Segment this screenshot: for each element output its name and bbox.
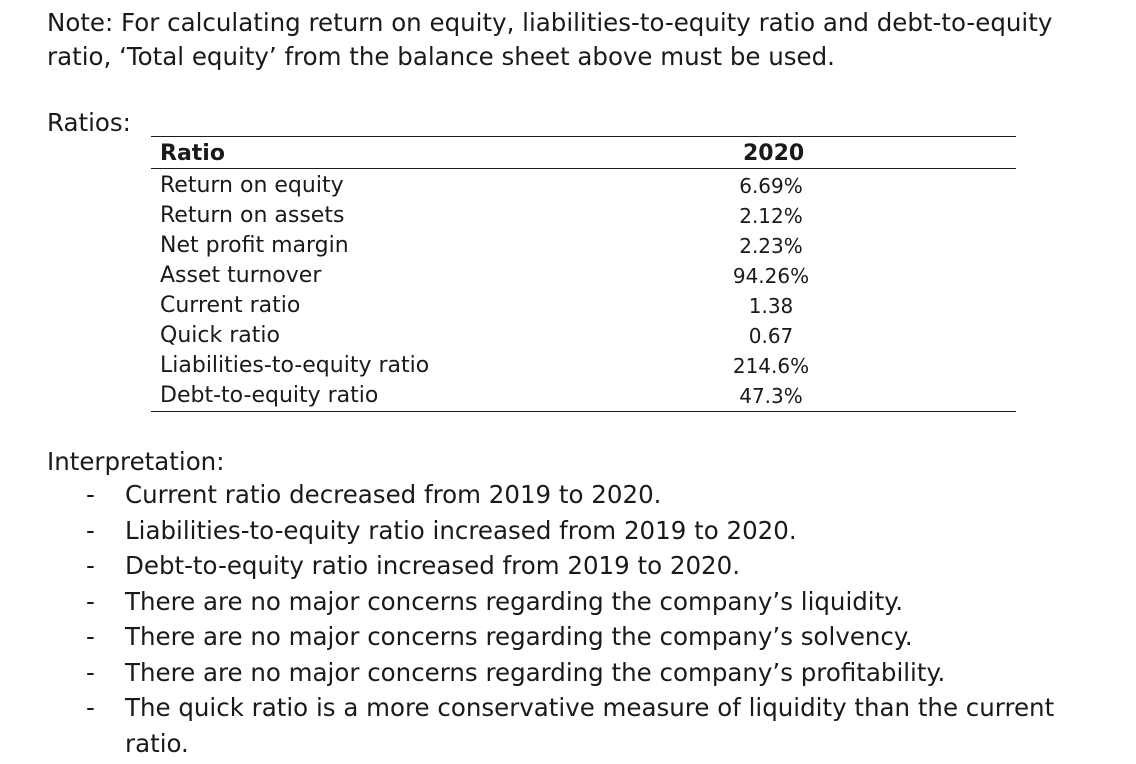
row-name: Return on assets bbox=[160, 203, 345, 228]
list-item-text: Current ratio decreased from 2019 to 202… bbox=[125, 480, 662, 509]
dash-bullet: - bbox=[86, 480, 95, 509]
interpretation-heading: Interpretation: bbox=[47, 447, 225, 476]
row-value: 1.38 bbox=[748, 294, 794, 318]
row-value: 2.23% bbox=[739, 234, 803, 258]
list-item: - Liabilities-to-equity ratio increased … bbox=[0, 513, 1136, 549]
row-name: Return on equity bbox=[160, 173, 344, 198]
header-year: 2020 bbox=[743, 141, 805, 166]
row-value: 214.6% bbox=[732, 354, 810, 378]
list-item-text: There are no major concerns regarding th… bbox=[125, 657, 946, 687]
dash-bullet: - bbox=[86, 515, 95, 545]
list-item-text: Debt-to-equity ratio increased from 2019… bbox=[125, 551, 741, 580]
table-row: Current ratio 1.38 bbox=[151, 291, 1016, 321]
row-name: Current ratio bbox=[160, 293, 301, 318]
note-paragraph: Note: For calculating return on equity, … bbox=[47, 8, 1053, 71]
dash-bullet: - bbox=[86, 693, 95, 722]
list-item: - Current ratio decreased from 2019 to 2… bbox=[0, 477, 1136, 513]
list-item: - Debt-to-equity ratio increased from 20… bbox=[0, 548, 1136, 584]
table-row: Return on assets 2.12% bbox=[151, 201, 1016, 231]
row-value: 6.69% bbox=[739, 174, 803, 198]
row-value: 94.26% bbox=[732, 264, 810, 288]
dash-bullet: - bbox=[86, 586, 95, 616]
row-name: Liabilities-to-equity ratio bbox=[160, 353, 430, 378]
dash-bullet: - bbox=[86, 657, 95, 687]
table-row: Liabilities-to-equity ratio 214.6% bbox=[151, 351, 1016, 381]
row-value: 47.3% bbox=[739, 384, 803, 408]
table-row: Net profit margin 2.23% bbox=[151, 231, 1016, 261]
row-name: Asset turnover bbox=[160, 263, 322, 288]
list-item-text: Liabilities-to-equity ratio increased fr… bbox=[125, 515, 797, 545]
table-row: Quick ratio 0.67 bbox=[151, 321, 1016, 351]
row-name: Net profit margin bbox=[160, 233, 349, 258]
interpretation-list: - Current ratio decreased from 2019 to 2… bbox=[0, 477, 1136, 761]
list-item-text: There are no major concerns regarding th… bbox=[125, 622, 913, 651]
dash-bullet: - bbox=[86, 551, 95, 580]
table-body: Return on equity 6.69% Return on assets … bbox=[151, 171, 1016, 411]
header-ratio: Ratio bbox=[160, 141, 225, 166]
list-item: - There are no major concerns regarding … bbox=[0, 655, 1136, 691]
list-item: - There are no major concerns regarding … bbox=[0, 619, 1136, 655]
list-item-text: There are no major concerns regarding th… bbox=[125, 586, 904, 616]
row-value: 0.67 bbox=[748, 324, 794, 348]
dash-bullet: - bbox=[86, 622, 95, 651]
list-item: - The quick ratio is a more conservative… bbox=[0, 690, 1136, 761]
table-row: Return on equity 6.69% bbox=[151, 171, 1016, 201]
ratios-heading: Ratios: bbox=[47, 108, 131, 137]
ratios-table: Ratio 2020 Return on equity 6.69% Return… bbox=[151, 136, 1016, 412]
list-item: - There are no major concerns regarding … bbox=[0, 584, 1136, 620]
table-header: Ratio 2020 bbox=[151, 139, 1016, 169]
table-row: Debt-to-equity ratio 47.3% bbox=[151, 381, 1016, 411]
row-value: 2.12% bbox=[739, 204, 803, 228]
row-name: Debt-to-equity ratio bbox=[160, 383, 379, 408]
table-row: Asset turnover 94.26% bbox=[151, 261, 1016, 291]
row-name: Quick ratio bbox=[160, 323, 280, 348]
list-item-text: The quick ratio is a more conservative m… bbox=[125, 693, 1055, 758]
